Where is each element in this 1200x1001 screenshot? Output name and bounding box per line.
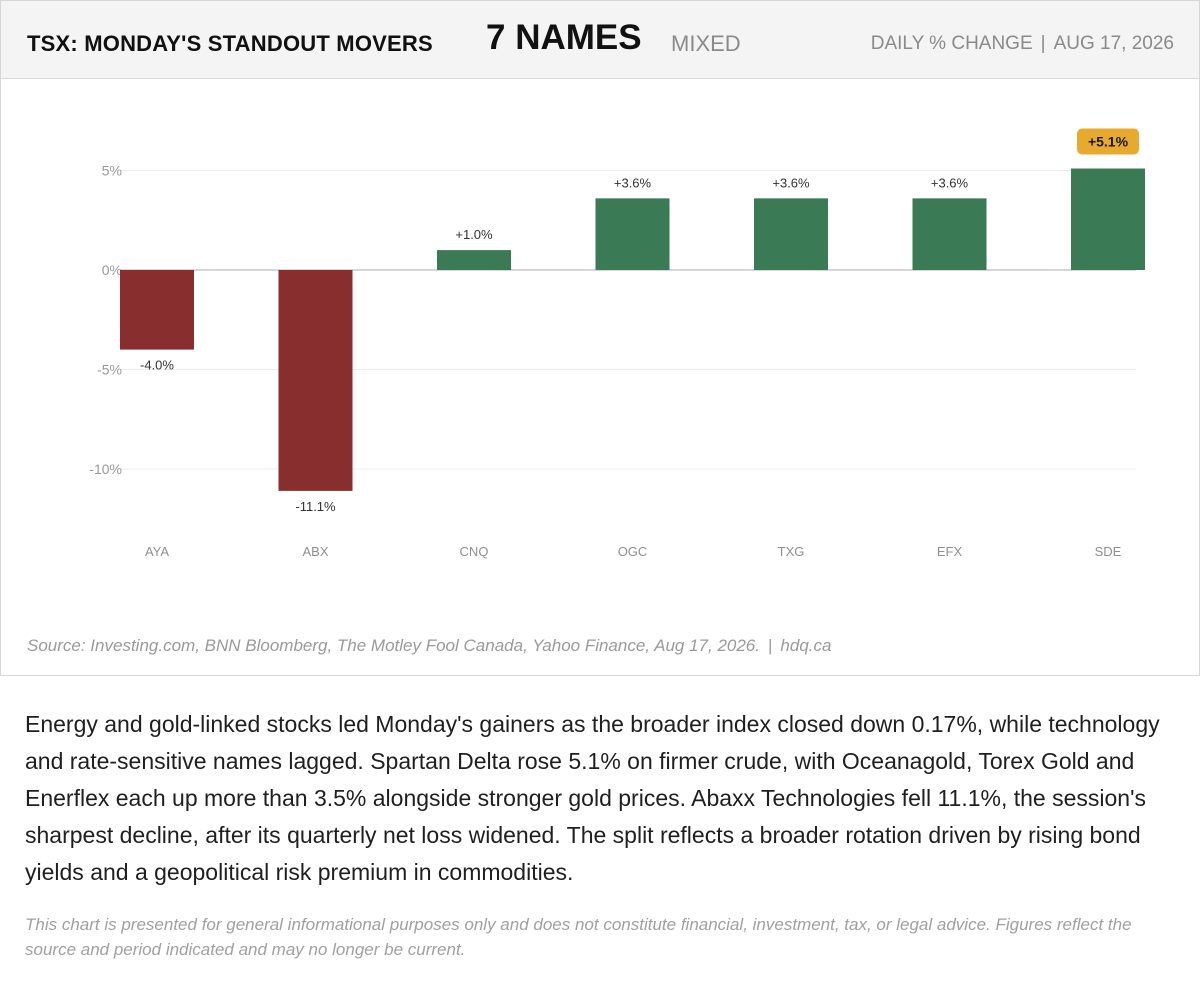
y-tick-label: -10% <box>89 461 122 477</box>
date-label: AUG 17, 2026 <box>1053 33 1174 54</box>
category-label: OGC <box>618 544 648 559</box>
summary-paragraph: Energy and gold-linked stocks led Monday… <box>25 711 1160 885</box>
value-label: -4.0% <box>140 358 174 373</box>
bar-sde <box>1071 168 1145 270</box>
y-tick-label: 5% <box>102 163 122 179</box>
market-tone: MIXED <box>671 31 741 56</box>
category-label: TXG <box>778 544 805 559</box>
bar-cnq <box>437 250 511 270</box>
chart-card: TSX: MONDAY'S STANDOUT MOVERS 7 NAMES MI… <box>0 0 1200 676</box>
source-site: hdq.ca <box>780 636 832 655</box>
category-label: SDE <box>1095 544 1122 559</box>
value-labels: -4.0% -11.1% +1.0% +3.6% +3.6% +3.6% +5.1% <box>140 128 1139 514</box>
bar-aya <box>120 270 194 350</box>
value-label: +3.6% <box>931 175 969 190</box>
value-label: +1.0% <box>455 227 493 242</box>
bar-chart: 5% 0% -5% -10% -4.0% -11.1% +1.0% +3.6% +3.6% +3… <box>89 128 1145 559</box>
value-label: +3.6% <box>772 175 810 190</box>
measure-label: DAILY % CHANGE <box>870 33 1033 54</box>
value-label: -11.1% <box>295 499 336 514</box>
source-text: Source: Investing.com, BNN Bloomberg, Th… <box>27 636 760 655</box>
value-label: +5.1% <box>1088 134 1129 150</box>
bar-abx <box>278 270 353 491</box>
header-meta: DAILY % CHANGE | AUG 17, 2026 <box>871 33 1174 55</box>
x-axis-categories: AYA ABX CNQ OGC TXG EFX SDE <box>145 544 1122 559</box>
bars <box>120 168 1145 491</box>
bar-ogc <box>595 198 670 270</box>
highlight-badge <box>1077 128 1139 155</box>
source-separator: | <box>767 636 773 655</box>
y-axis-ticks: 5% 0% -5% -10% <box>89 163 122 478</box>
value-label: +3.6% <box>614 175 652 190</box>
y-tick-label: 0% <box>102 262 122 278</box>
category-label: CNQ <box>460 544 489 559</box>
category-label: AYA <box>145 544 169 559</box>
meta-separator: | <box>1040 33 1046 54</box>
category-label: EFX <box>937 544 963 559</box>
bar-efx <box>912 198 987 270</box>
y-tick-label: -5% <box>97 362 122 378</box>
bar-txg <box>754 198 828 270</box>
disclaimer-text: This chart is presented for general info… <box>25 915 1132 959</box>
chart-header: TSX: MONDAY'S STANDOUT MOVERS 7 NAMES MI… <box>1 1 1199 79</box>
category-label: ABX <box>302 544 328 559</box>
source-note: Source: Investing.com, BNN Bloomberg, Th… <box>27 636 831 656</box>
chart-title: TSX: MONDAY'S STANDOUT MOVERS <box>27 31 433 56</box>
names-count: 7 NAMES <box>486 18 642 57</box>
